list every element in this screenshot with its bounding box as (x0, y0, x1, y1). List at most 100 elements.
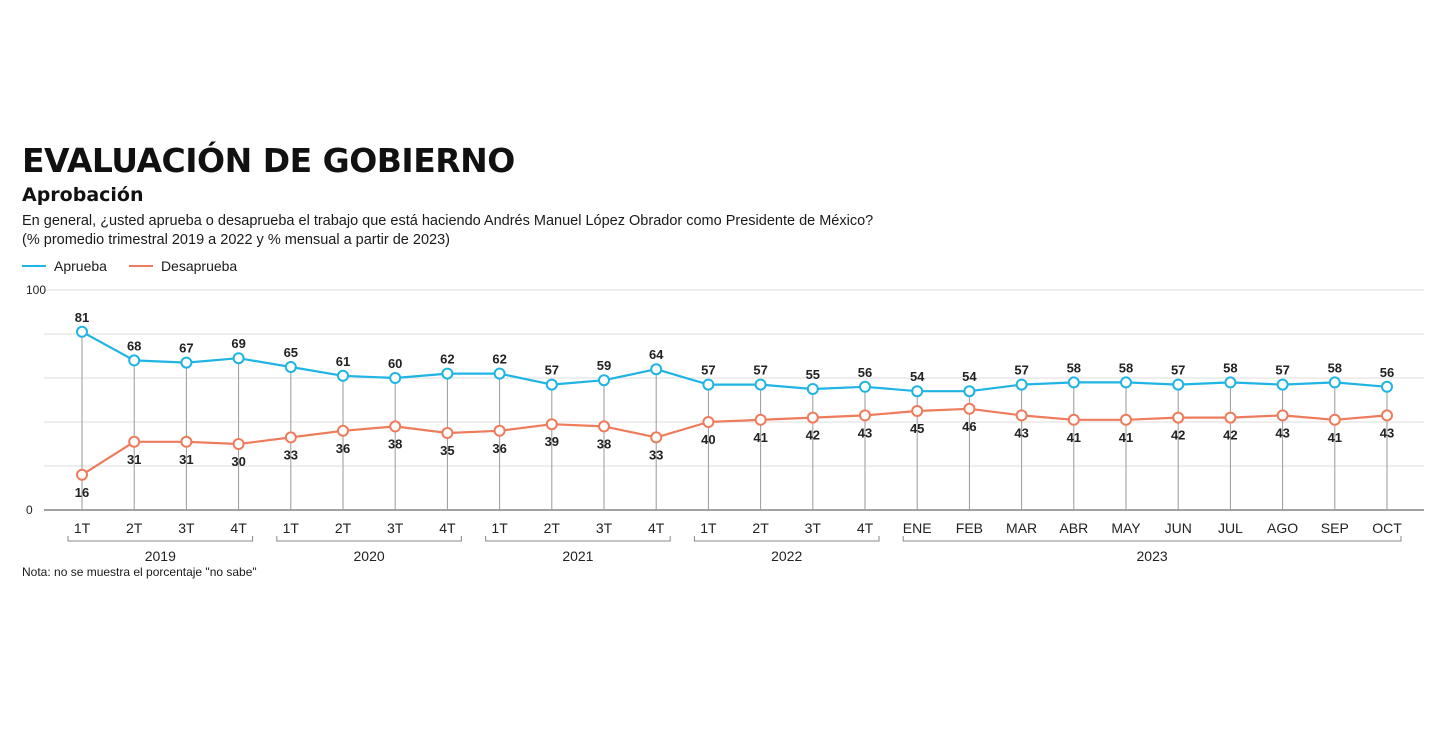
data-point (232, 352, 245, 365)
data-label: 31 (127, 452, 141, 467)
data-point (859, 409, 871, 422)
data-label: 55 (806, 367, 820, 382)
data-point (963, 385, 976, 398)
data-label: 54 (910, 369, 925, 384)
data-point (1381, 409, 1393, 422)
data-label: 46 (962, 419, 976, 434)
data-point (1120, 413, 1132, 426)
data-point (128, 354, 141, 367)
legend-label-desaprueba: Desaprueba (160, 258, 238, 274)
data-point (859, 380, 871, 393)
x-tick-label: 3T (596, 520, 613, 536)
series-line-desaprueba (81, 407, 1388, 476)
data-label: 58 (1067, 360, 1081, 375)
x-tick-label: 1T (74, 520, 91, 536)
year-groups: 2019 2020 2021 2022 2023 (67, 536, 1402, 564)
x-tick-label: JUN (1165, 520, 1192, 536)
data-label: 58 (1223, 360, 1237, 375)
data-label: 41 (753, 430, 767, 445)
x-tick-label: 2T (752, 520, 769, 536)
legend-label-aprueba: Aprueba (54, 258, 107, 274)
data-label: 58 (1119, 360, 1133, 375)
legend-item-aprueba: Aprueba (22, 258, 107, 274)
year-bracket (276, 536, 462, 542)
year-label: 2020 (354, 548, 385, 564)
drop-lines (81, 331, 1388, 510)
data-label: 31 (179, 452, 193, 467)
y-tick-label: 0 (26, 503, 33, 517)
legend-item-desaprueba: Desaprueba (128, 258, 238, 274)
data-point (284, 361, 297, 373)
data-point (389, 372, 402, 384)
data-point (598, 374, 610, 387)
x-tick-label: 2T (335, 520, 352, 536)
data-label: 43 (858, 425, 872, 440)
data-label: 54 (962, 369, 977, 384)
x-tick-label: 1T (491, 520, 508, 536)
data-point (911, 385, 924, 398)
data-label: 38 (597, 436, 611, 451)
data-label: 57 (1275, 363, 1289, 378)
data-label: 36 (336, 441, 350, 456)
data-point (702, 416, 715, 428)
data-label: 56 (858, 365, 872, 380)
x-tick-label: 4T (230, 520, 247, 536)
data-point (1276, 378, 1289, 391)
x-tick-label: 1T (700, 520, 717, 536)
data-label: 36 (492, 441, 506, 456)
x-tick-label: OCT (1372, 520, 1402, 536)
data-label: 30 (231, 454, 245, 469)
data-label: 40 (701, 432, 715, 447)
data-point (911, 405, 924, 417)
data-label: 16 (75, 485, 89, 500)
data-label: 62 (440, 352, 454, 367)
data-label: 41 (1067, 430, 1081, 445)
data-point (493, 424, 506, 437)
legend-swatch-desaprueba (128, 265, 153, 267)
data-point (76, 468, 88, 481)
data-label: 65 (284, 345, 298, 360)
data-point (650, 431, 663, 444)
x-tick-label: 4T (439, 520, 456, 536)
data-label: 43 (1014, 425, 1028, 440)
data-point (493, 367, 506, 380)
data-point (754, 378, 767, 391)
survey-question: En general, ¿usted aprueba o desaprueba … (22, 213, 874, 229)
footnote: Nota: no se muestra el porcentaje "no sa… (22, 565, 257, 579)
data-point (284, 431, 297, 444)
x-tick-labels: 1T 2T 3T 4T 1T 2T 3T 4T 1T 2T 3T 4T 1T 2T 3T 4T ENE FEB MA… (74, 520, 1402, 536)
data-point (598, 420, 610, 433)
x-tick-label: 1T (283, 520, 300, 536)
data-point (1328, 376, 1341, 389)
data-point (1067, 376, 1080, 389)
series-aprueba: 81 68 67 69 65 61 60 62 62 57 59 64 57 57 55 56 54 54 57 58… (75, 310, 1394, 398)
grid-lines (44, 289, 1424, 511)
data-label: 33 (649, 447, 663, 462)
data-label: 43 (1380, 425, 1394, 440)
data-label: 58 (1328, 360, 1342, 375)
x-tick-label: 4T (648, 520, 665, 536)
data-point (806, 411, 819, 424)
y-tick-label: 100 (26, 283, 46, 297)
data-point (180, 435, 193, 448)
series-desaprueba: 16 31 31 30 33 36 38 35 36 39 38 33 40 41 42 43 45 46 43 41… (75, 402, 1394, 500)
chart-legend: Aprueba Desaprueba (22, 258, 259, 274)
data-point (1015, 378, 1028, 391)
x-tick-label: MAR (1006, 520, 1037, 536)
data-label: 57 (701, 363, 715, 378)
x-tick-label: JUL (1218, 520, 1243, 536)
data-label: 61 (336, 354, 350, 369)
x-tick-label: 4T (857, 520, 874, 536)
series-line-aprueba (81, 330, 1388, 393)
year-label: 2021 (562, 548, 593, 564)
year-bracket (67, 536, 254, 542)
data-point (441, 367, 454, 380)
data-point (806, 383, 819, 395)
data-point (1224, 376, 1237, 389)
legend-swatch-aprueba (22, 265, 46, 267)
data-label: 64 (649, 347, 664, 362)
x-tick-label: FEB (956, 520, 983, 536)
data-point (389, 420, 402, 433)
period-note: (% promedio trimestral 2019 a 2022 y % m… (22, 232, 450, 248)
